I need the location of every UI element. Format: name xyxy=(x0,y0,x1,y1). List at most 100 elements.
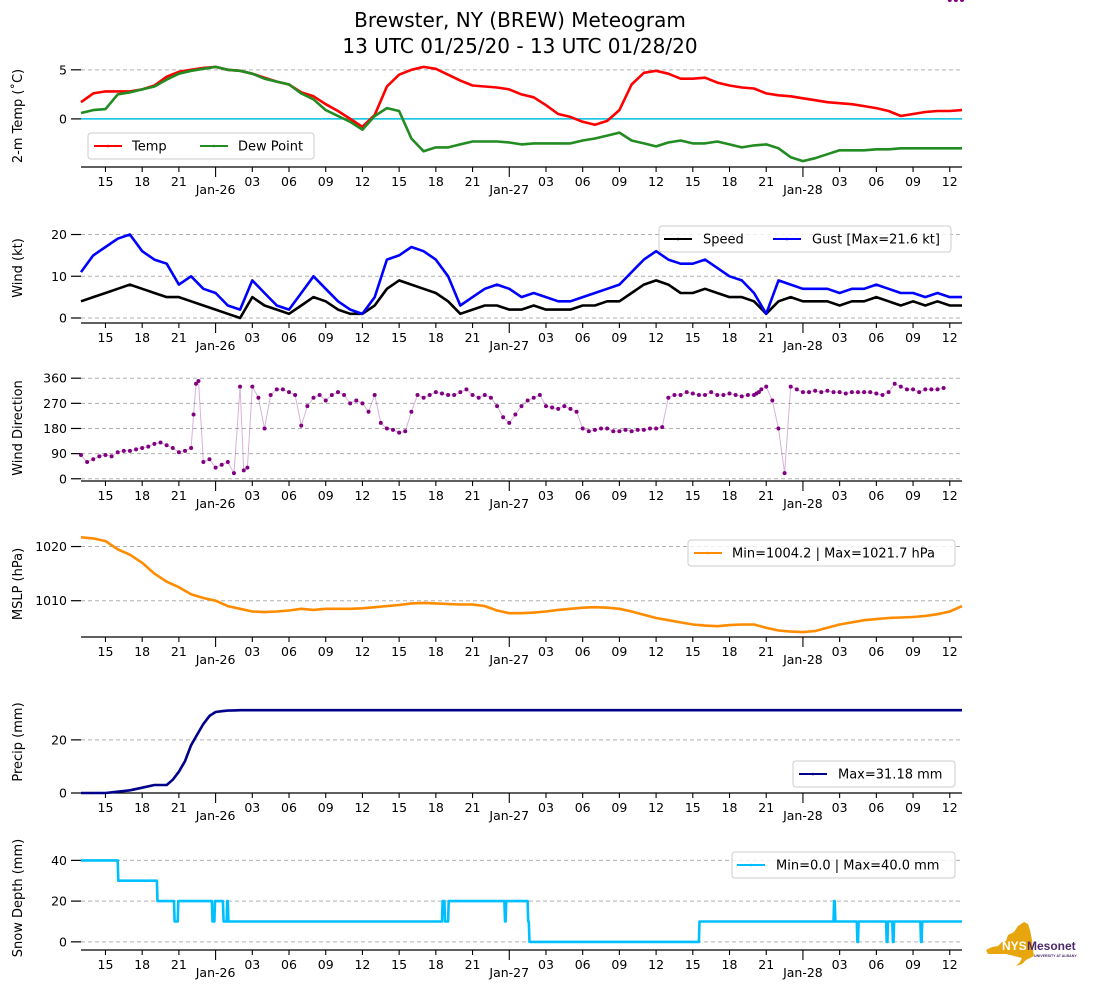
data-point xyxy=(256,395,261,400)
data-point xyxy=(176,450,181,455)
x-tick-label: 09 xyxy=(318,174,334,189)
legend-temp: Temp Dew Point xyxy=(87,132,315,160)
x-tick-label: Jan-26 xyxy=(195,338,236,353)
x-tick-label: 09 xyxy=(318,330,334,345)
x-tick-label: 06 xyxy=(281,330,297,345)
x-tick-label: 12 xyxy=(942,957,958,972)
x-tick-label: 15 xyxy=(685,957,701,972)
data-point xyxy=(366,409,371,414)
data-point xyxy=(756,390,761,395)
data-point xyxy=(690,391,695,396)
legend-marker xyxy=(811,772,815,776)
y-tick-label: 180 xyxy=(43,421,67,436)
x-tick-label: 21 xyxy=(758,957,774,972)
data-point xyxy=(519,404,524,409)
x-tick-label: 06 xyxy=(868,957,884,972)
x-tick-label: 15 xyxy=(391,488,407,503)
x-tick-label: 03 xyxy=(832,957,848,972)
y-tick-label: 0 xyxy=(59,310,67,325)
data-point xyxy=(831,390,836,395)
x-tick-label: Jan-26 xyxy=(195,652,236,667)
y-tick-label: 0 xyxy=(59,934,67,949)
data-point xyxy=(917,390,922,395)
data-point xyxy=(495,404,500,409)
data-point xyxy=(599,426,604,431)
x-tick-label: 09 xyxy=(905,330,921,345)
x-tick-label: 18 xyxy=(428,957,444,972)
data-point xyxy=(788,384,793,389)
x-tick-label: 18 xyxy=(428,800,444,815)
data-point xyxy=(837,390,842,395)
x-tick-label: 12 xyxy=(648,330,664,345)
data-point xyxy=(813,388,818,393)
x-tick-label: 21 xyxy=(758,800,774,815)
y-axis-label: MSLP (hPa) xyxy=(11,548,26,620)
data-point xyxy=(342,392,347,397)
y-tick-label: 270 xyxy=(43,396,67,411)
data-point xyxy=(360,401,365,406)
x-tick-label: 18 xyxy=(428,644,444,659)
legend-marker xyxy=(676,237,680,241)
data-point xyxy=(586,429,591,434)
y-tick-label: 90 xyxy=(51,446,67,461)
data-point xyxy=(196,378,201,383)
y-tick-label: 20 xyxy=(51,732,67,747)
legend-box xyxy=(792,760,956,788)
data-point xyxy=(219,462,224,467)
data-point xyxy=(488,395,493,400)
x-tick-label: Jan-28 xyxy=(782,808,823,823)
x-tick-label: 03 xyxy=(244,330,260,345)
data-point xyxy=(191,412,196,417)
data-point xyxy=(201,460,206,465)
data-point xyxy=(189,446,194,451)
x-tick-label: 06 xyxy=(575,330,591,345)
x-tick-label: 15 xyxy=(391,330,407,345)
data-point xyxy=(97,454,102,459)
data-point xyxy=(960,0,964,2)
x-tick-label: 21 xyxy=(758,174,774,189)
data-point xyxy=(507,420,512,425)
data-point xyxy=(874,391,879,396)
x-tick-label: 21 xyxy=(758,330,774,345)
x-tick-label: 06 xyxy=(281,800,297,815)
x-tick-label: 18 xyxy=(428,330,444,345)
data-point xyxy=(531,395,536,400)
x-tick-label: 18 xyxy=(722,957,738,972)
panel-mslp: 1010 1020 15 18 21 Jan-26 03 06 09 12 15 18 21 Jan-27… xyxy=(11,536,963,667)
legend-label: Dew Point xyxy=(238,140,303,155)
x-tick-label: 09 xyxy=(611,957,627,972)
data-point xyxy=(941,385,946,390)
data-point xyxy=(482,392,487,397)
data-point xyxy=(464,387,469,392)
x-tick-label: Jan-28 xyxy=(782,182,823,197)
x-tick-label: 15 xyxy=(685,330,701,345)
data-point xyxy=(843,391,848,396)
data-point xyxy=(427,392,432,397)
x-tick-label: Jan-28 xyxy=(782,965,823,980)
series-line-temp-1 xyxy=(80,65,962,163)
data-point xyxy=(268,392,273,397)
x-tick-label: 06 xyxy=(868,330,884,345)
x-tick-label: 12 xyxy=(648,644,664,659)
x-tick-label: 09 xyxy=(905,957,921,972)
x-tick-label: 03 xyxy=(538,644,554,659)
data-point xyxy=(868,390,873,395)
data-point xyxy=(476,395,481,400)
x-tick-label: 03 xyxy=(244,174,260,189)
logo-sub-text: UNIVERSITY AT ALBANY xyxy=(1034,954,1077,958)
data-point xyxy=(562,404,567,409)
data-point xyxy=(525,398,530,403)
x-tick-label: Jan-26 xyxy=(195,965,236,980)
x-tick-label: 03 xyxy=(832,800,848,815)
x-tick-label: 06 xyxy=(868,174,884,189)
data-point xyxy=(819,390,824,395)
data-point xyxy=(225,460,230,465)
data-point xyxy=(953,0,958,2)
x-tick-label: 03 xyxy=(244,800,260,815)
x-tick-label: 03 xyxy=(832,644,848,659)
x-tick-label: 12 xyxy=(942,174,958,189)
x-tick-label: 06 xyxy=(868,800,884,815)
data-point xyxy=(470,392,475,397)
x-tick-label: 12 xyxy=(354,644,370,659)
